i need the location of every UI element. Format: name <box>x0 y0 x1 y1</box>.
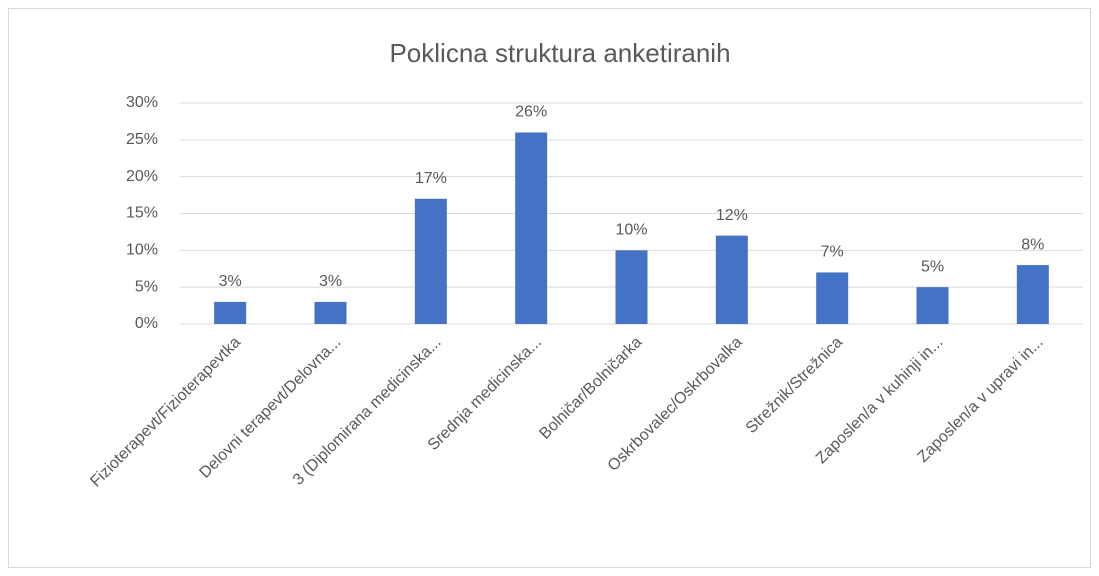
y-tick-label: 25% <box>126 131 158 148</box>
y-tick-label: 5% <box>135 278 158 295</box>
y-tick-label: 10% <box>126 242 158 259</box>
data-label: 17% <box>415 170 447 187</box>
y-tick-label: 20% <box>126 168 158 185</box>
data-label: 8% <box>1021 236 1044 253</box>
chart-border <box>8 8 1091 568</box>
bar <box>515 132 548 324</box>
data-label: 5% <box>921 258 944 275</box>
bar <box>916 287 949 324</box>
bar <box>816 272 849 324</box>
bar <box>715 235 748 324</box>
chart-title: Poklicna struktura anketiranih <box>389 38 730 68</box>
y-tick-label: 30% <box>126 94 158 111</box>
data-label: 26% <box>515 104 547 121</box>
data-label: 3% <box>319 273 342 290</box>
bar <box>615 250 648 324</box>
y-tick-label: 0% <box>135 315 158 332</box>
data-label: 10% <box>615 222 647 239</box>
bar <box>1016 265 1049 324</box>
y-tick-label: 15% <box>126 205 158 222</box>
bar <box>214 301 247 324</box>
bar <box>314 301 347 324</box>
data-label: 3% <box>219 273 242 290</box>
data-label: 7% <box>821 244 844 261</box>
bar <box>414 198 447 324</box>
data-label: 12% <box>716 207 748 224</box>
